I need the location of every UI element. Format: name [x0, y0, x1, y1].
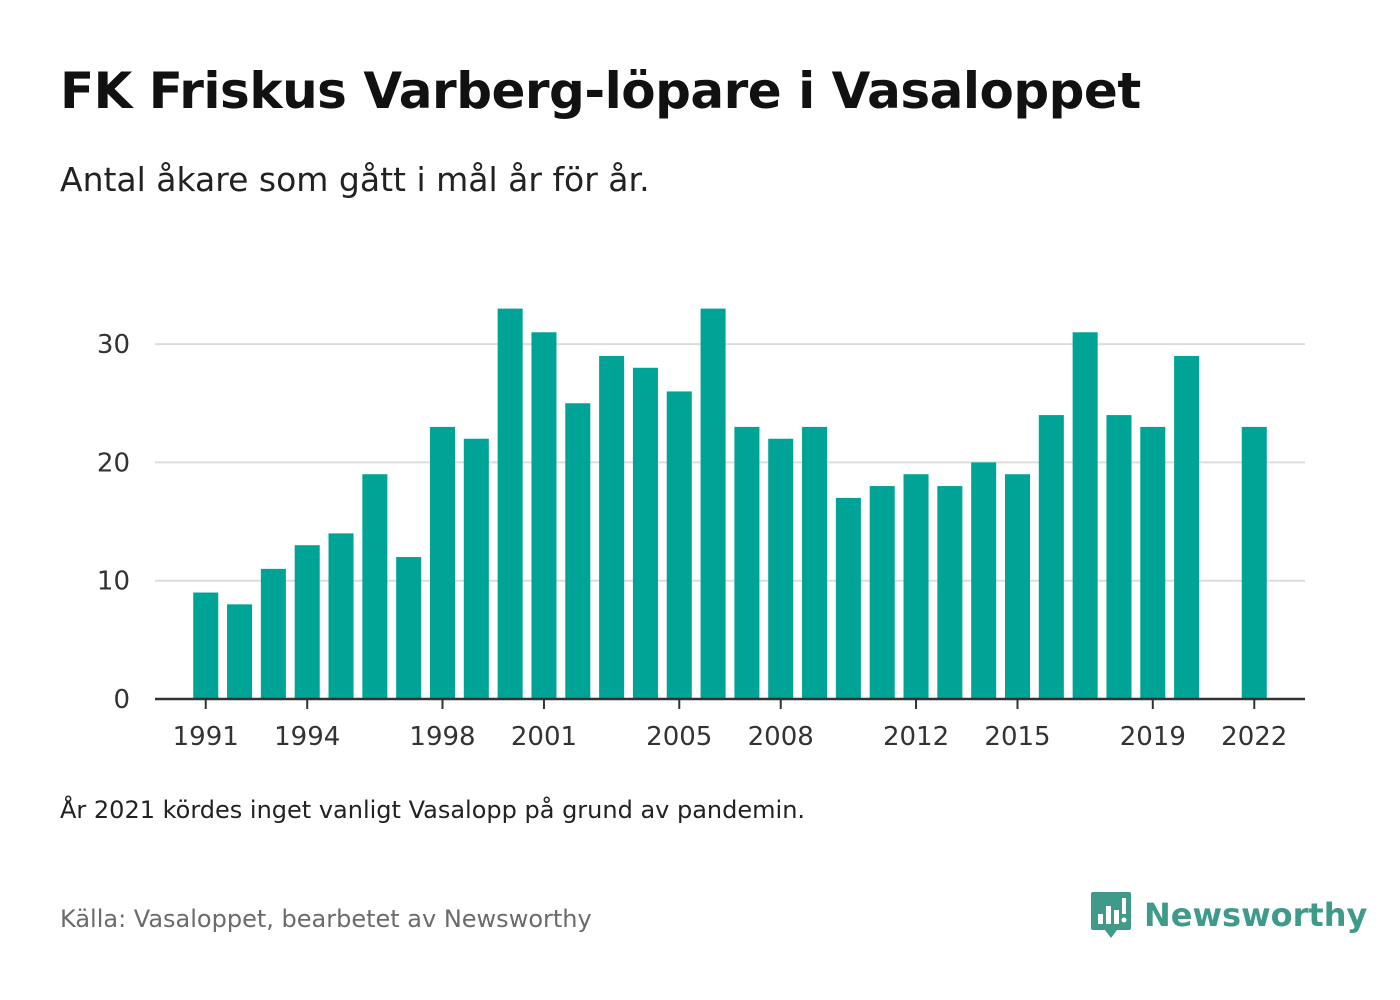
- chart-subtitle: Antal åkare som gått i mål år för år.: [60, 160, 650, 199]
- x-tick-label: 2001: [511, 722, 577, 752]
- bar: [971, 462, 997, 699]
- x-tick-label: 1998: [409, 722, 475, 752]
- bar: [903, 474, 929, 699]
- x-tick-label: 2019: [1120, 722, 1186, 752]
- chart-title: FK Friskus Varberg-löpare i Vasaloppet: [60, 62, 1141, 120]
- bar: [531, 332, 557, 699]
- x-tick-label: 2005: [646, 722, 712, 752]
- bar: [768, 438, 794, 699]
- bar: [463, 438, 489, 699]
- bar: [260, 568, 286, 699]
- y-tick-label: 10: [97, 567, 130, 597]
- bar: [565, 403, 591, 699]
- x-tick-label: 2008: [748, 722, 814, 752]
- bar: [1038, 415, 1064, 699]
- bar: [1241, 426, 1267, 699]
- bar: [599, 355, 625, 699]
- bar: [1140, 426, 1166, 699]
- bar: [802, 426, 828, 699]
- bar: [294, 545, 320, 699]
- newsworthy-logo-icon: [1091, 892, 1131, 938]
- footnote: År 2021 kördes inget vanligt Vasalopp på…: [60, 796, 806, 824]
- y-tick-label: 20: [97, 448, 130, 478]
- bar: [1072, 332, 1098, 699]
- bar: [700, 308, 726, 699]
- bar: [227, 604, 253, 699]
- bar: [1106, 415, 1132, 699]
- bar: [497, 308, 523, 699]
- y-tick-label: 30: [97, 330, 130, 360]
- y-tick-label: 0: [113, 685, 130, 715]
- newsworthy-logo: Newsworthy: [1090, 890, 1367, 940]
- bar: [429, 426, 456, 699]
- x-tick-label: 1994: [274, 722, 340, 752]
- bar: [666, 391, 692, 699]
- bar: [835, 497, 861, 699]
- brand-name: Newsworthy: [1144, 896, 1368, 934]
- source-text: Källa: Vasaloppet, bearbetet av Newswort…: [60, 905, 592, 933]
- x-tick-label: 1991: [173, 722, 239, 752]
- bar: [1174, 355, 1200, 699]
- bar: [632, 367, 658, 699]
- x-tick-label: 2022: [1221, 722, 1287, 752]
- bar: [869, 486, 895, 699]
- x-tick-label: 2015: [984, 722, 1050, 752]
- bar: [396, 557, 422, 699]
- bar: [362, 474, 388, 699]
- bar: [1004, 474, 1031, 699]
- bar: [937, 486, 963, 699]
- bar: [734, 426, 760, 699]
- bar: [328, 533, 354, 699]
- bar-chart: 0 10 20 30 1991 1994 1998 2001 2005 2008 2012 2015 2…: [97, 308, 1305, 752]
- bar: [193, 592, 219, 699]
- x-tick-label: 2012: [883, 722, 949, 752]
